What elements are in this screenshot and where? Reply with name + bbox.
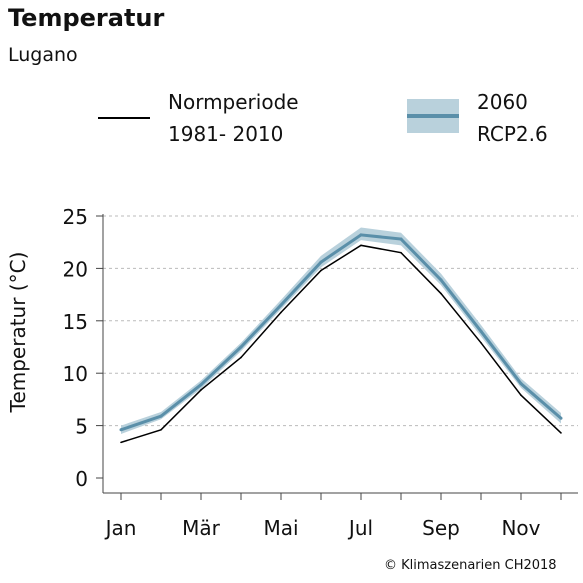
x-tick-label-Sep: Sep [422, 516, 460, 540]
series-line-normperiode [120, 244, 562, 444]
x-tick-label-Mär: Mär [182, 516, 221, 540]
series-line-2060 [120, 233, 562, 432]
point-normperiode-Mai [280, 311, 282, 314]
legend-normal-line1: Normperiode [168, 90, 299, 114]
point-2060-Feb [159, 414, 163, 418]
x-tick-label-Nov: Nov [501, 516, 540, 540]
chart-title: Temperatur [8, 4, 165, 32]
copyright-credit: © Klimaszenarien CH2018 [384, 558, 557, 573]
point-2060-Nov [519, 382, 523, 386]
legend-scenario-line1: 2060 [477, 90, 528, 114]
point-normperiode-Sep [440, 292, 442, 295]
point-2060-Apr [239, 345, 243, 349]
legend-swatch-line [407, 114, 459, 118]
y-tick-label-0: 0 [75, 467, 88, 491]
point-2060-Aug [399, 237, 403, 241]
y-tick-label-15: 15 [63, 310, 88, 334]
point-normperiode-Apr [240, 356, 242, 359]
point-2060-Sep [439, 278, 443, 282]
point-normperiode-Jul [360, 244, 362, 247]
y-tick-label-5: 5 [75, 415, 88, 439]
point-2060-Okt [479, 329, 483, 333]
x-tick-label-Jan: Jan [104, 516, 137, 540]
chart-subtitle: Lugano [8, 44, 78, 66]
point-normperiode-Aug [400, 251, 402, 254]
x-tick-label-Mai: Mai [263, 516, 298, 540]
point-2060-Mär [199, 383, 203, 387]
point-2060-Jul [359, 233, 363, 237]
point-2060-Jun [319, 260, 323, 264]
point-normperiode-Nov [520, 394, 522, 397]
point-normperiode-Jun [320, 269, 322, 272]
point-normperiode-Feb [160, 428, 162, 431]
point-normperiode-Mär [200, 389, 202, 391]
point-normperiode-Okt [480, 342, 482, 344]
y-tick-label-10: 10 [63, 362, 88, 386]
x-tick-label-Jul: Jul [347, 516, 373, 540]
legend-label-scenario: 2060 RCP2.6 [477, 86, 548, 150]
point-2060-Mai [279, 303, 283, 307]
point-2060-Dez [559, 416, 563, 420]
legend-scenario-line2: RCP2.6 [477, 122, 548, 146]
y-tick-label-25: 25 [63, 205, 88, 229]
point-normperiode-Jan [120, 441, 122, 444]
legend-label-normal: Normperiode 1981- 2010 [168, 86, 299, 150]
y-tick-label-20: 20 [63, 257, 88, 281]
point-2060-Jan [119, 428, 123, 432]
y-axis-label: Temperatur (°C) [6, 252, 30, 414]
legend-swatch-normal [98, 117, 150, 119]
legend-normal-line2: 1981- 2010 [168, 122, 284, 146]
point-normperiode-Dez [560, 432, 562, 434]
